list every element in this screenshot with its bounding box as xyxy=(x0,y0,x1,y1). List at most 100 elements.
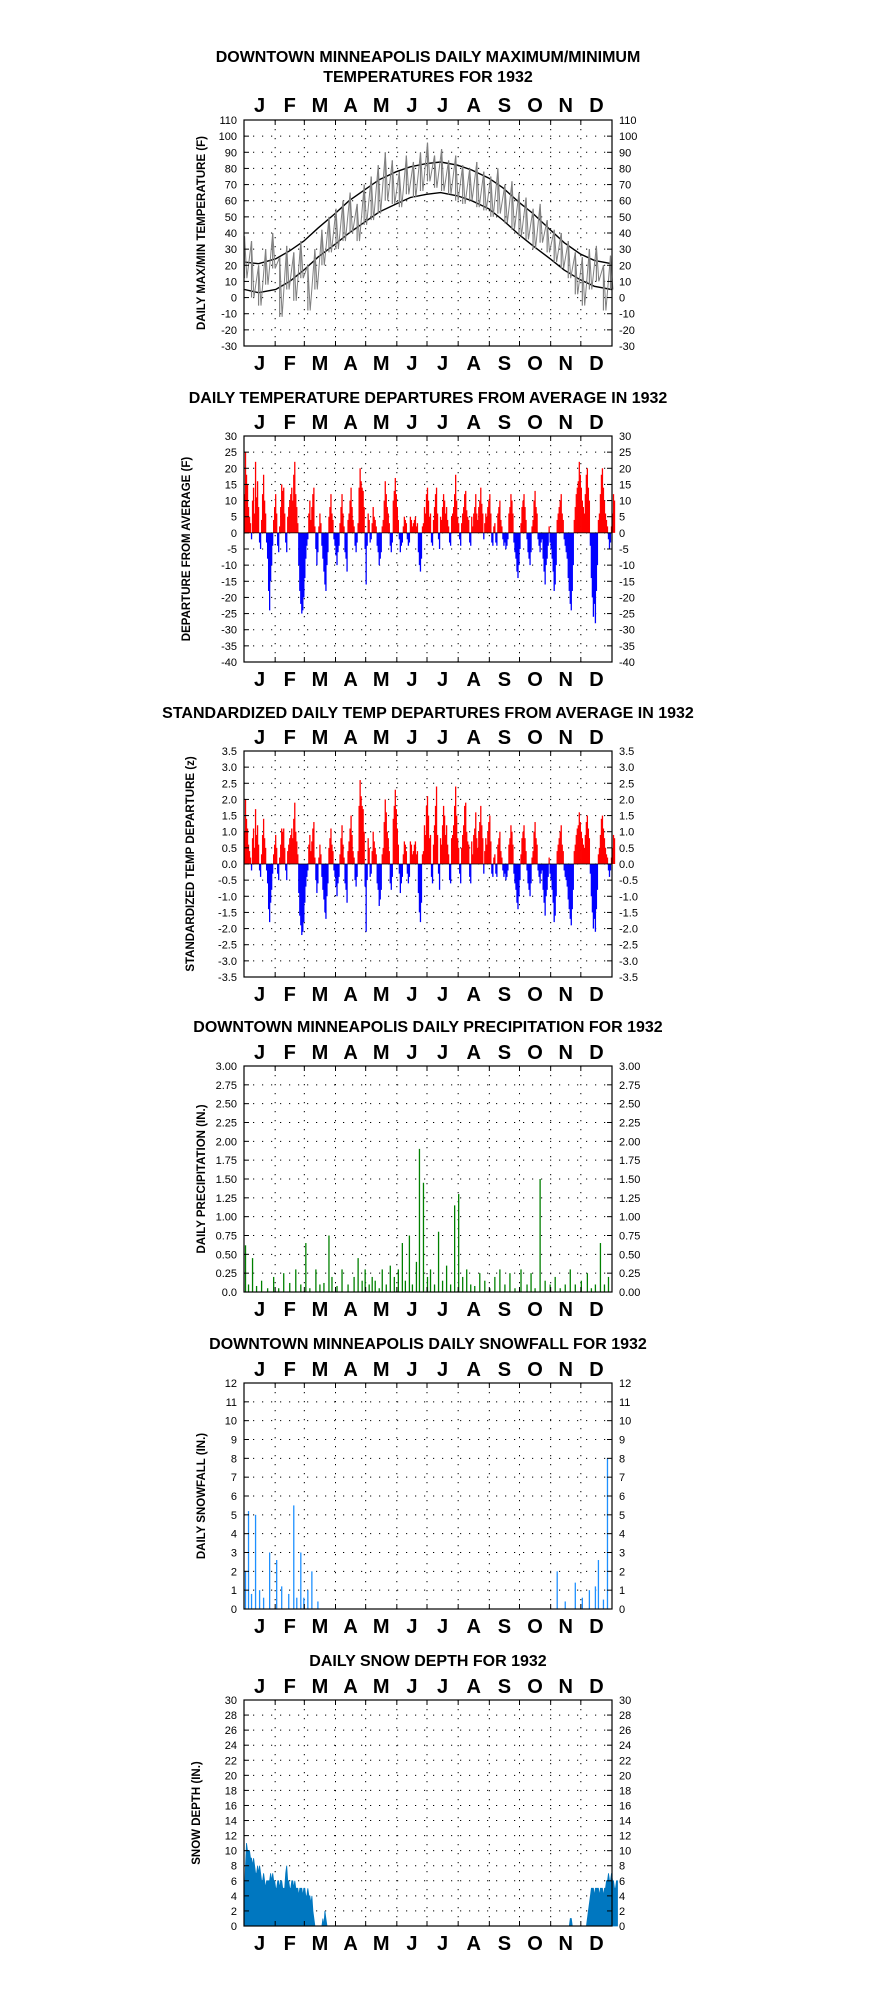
y-tick-label-left: 2.75 xyxy=(216,1080,237,1092)
y-tick-label-right: 90 xyxy=(619,147,631,159)
month-label-bottom: O xyxy=(527,669,543,691)
y-tick-label-left: 10 xyxy=(225,1416,237,1428)
data-marks xyxy=(244,1458,609,1609)
month-label-top: O xyxy=(527,412,543,434)
chart-panel-3: STANDARDIZED DAILY TEMP DEPARTURES FROM … xyxy=(162,705,694,1006)
y-tick-label-left: 11 xyxy=(226,1397,237,1409)
y-tick-label-left: 0.5 xyxy=(222,843,237,855)
y-tick-label-right: 0.00 xyxy=(619,1287,640,1299)
month-label-top: D xyxy=(589,1042,603,1064)
y-tick-label-right: -5 xyxy=(619,544,629,556)
y-tick-label-right: 0.75 xyxy=(619,1231,640,1243)
y-tick-label-right: 0 xyxy=(619,1604,625,1616)
y-tick-label-left: -1.0 xyxy=(218,891,237,903)
y-tick-label-left: 0 xyxy=(231,1604,237,1616)
month-label-bottom: F xyxy=(284,1616,296,1638)
month-label-bottom: N xyxy=(559,1616,573,1638)
y-tick-label-right: 110 xyxy=(619,115,637,127)
y-tick-label-right: 24 xyxy=(619,1740,631,1752)
y-tick-label-left: -2.0 xyxy=(218,924,237,936)
month-label-bottom: M xyxy=(373,353,390,375)
y-tick-label-right: -20 xyxy=(619,325,635,337)
month-label-bottom: D xyxy=(589,984,603,1006)
month-label-bottom: M xyxy=(373,1933,390,1955)
month-label-top: M xyxy=(312,1676,329,1698)
y-tick-label-left: -3.5 xyxy=(218,972,237,984)
y-tick-label-right: 80 xyxy=(619,163,631,175)
month-label-top: O xyxy=(527,1042,543,1064)
y-tick-label-right: 3.00 xyxy=(619,1061,640,1073)
y-tick-label-left: 1.25 xyxy=(216,1193,237,1205)
month-label-top: J xyxy=(254,1676,265,1698)
y-tick-label-left: 14 xyxy=(225,1816,237,1828)
month-label-bottom: J xyxy=(437,1933,448,1955)
month-label-top: A xyxy=(343,727,357,749)
y-tick-label-left: 0.75 xyxy=(216,1231,237,1243)
month-label-top: J xyxy=(437,1676,448,1698)
month-label-bottom: O xyxy=(527,1933,543,1955)
grid-lines xyxy=(244,1383,612,1609)
month-label-bottom: J xyxy=(254,1933,265,1955)
month-label-bottom: M xyxy=(373,669,390,691)
chart-title: DOWNTOWN MINNEAPOLIS DAILY PRECIPITATION… xyxy=(193,1019,662,1036)
y-tick-label-left: -10 xyxy=(221,309,237,321)
y-tick-label-right: 16 xyxy=(619,1800,631,1812)
y-tick-label-right: 10 xyxy=(619,496,631,508)
month-label-bottom: A xyxy=(343,1933,357,1955)
month-label-bottom: J xyxy=(437,984,448,1006)
month-label-top: A xyxy=(467,1359,481,1381)
month-label-top: J xyxy=(437,95,448,117)
y-tick-label-right: 2.00 xyxy=(619,1136,640,1148)
grid-lines xyxy=(244,1066,612,1292)
y-tick-label-right: 30 xyxy=(619,244,631,256)
month-label-bottom: M xyxy=(312,353,329,375)
y-tick-label-right: 11 xyxy=(619,1397,630,1409)
y-tick-label-right: 30 xyxy=(619,431,631,443)
y-tick-label-right: 9 xyxy=(619,1435,625,1447)
month-label-top: F xyxy=(284,1676,296,1698)
month-label-bottom: F xyxy=(284,353,296,375)
month-label-top: M xyxy=(373,1042,390,1064)
y-tick-label-left: 2.0 xyxy=(222,794,237,806)
month-label-top: S xyxy=(498,1042,511,1064)
y-tick-label-right: 8 xyxy=(619,1861,625,1873)
month-label-top: F xyxy=(284,95,296,117)
month-label-bottom: M xyxy=(312,984,329,1006)
y-tick-label-left: -35 xyxy=(221,641,237,653)
month-label-bottom: A xyxy=(467,669,481,691)
month-label-top: J xyxy=(406,412,417,434)
y-tick-label-right: 28 xyxy=(619,1710,631,1722)
month-label-bottom: J xyxy=(254,353,265,375)
y-tick-label-left: -10 xyxy=(221,560,237,572)
month-label-bottom: A xyxy=(343,353,357,375)
y-tick-label-right: -0.5 xyxy=(619,875,638,887)
y-tick-label-left: 26 xyxy=(225,1725,237,1737)
y-tick-label-left: -2.5 xyxy=(218,940,237,952)
y-tick-label-right: 1 xyxy=(619,1585,625,1597)
month-label-top: S xyxy=(498,1676,511,1698)
month-label-top: M xyxy=(312,412,329,434)
y-tick-label-right: 2 xyxy=(619,1566,625,1578)
month-label-top: J xyxy=(437,1042,448,1064)
month-label-top: J xyxy=(406,1676,417,1698)
y-tick-label-right: 7 xyxy=(619,1472,625,1484)
y-tick-label-left: 10 xyxy=(225,496,237,508)
month-label-top: S xyxy=(498,412,511,434)
month-label-bottom: A xyxy=(343,1616,357,1638)
data-marks xyxy=(243,142,614,317)
month-label-bottom: J xyxy=(254,1616,265,1638)
month-label-bottom: J xyxy=(406,353,417,375)
y-tick-label-right: 0 xyxy=(619,293,625,305)
y-tick-label-left: -20 xyxy=(221,592,237,604)
chart-title: TEMPERATURES FOR 1932 xyxy=(323,69,533,86)
month-label-bottom: A xyxy=(467,1933,481,1955)
data-marks xyxy=(244,1843,618,1927)
y-tick-label-left: 28 xyxy=(225,1710,237,1722)
month-label-top: J xyxy=(254,95,265,117)
y-tick-label-right: 1.0 xyxy=(619,827,634,839)
y-tick-label-right: -20 xyxy=(619,592,635,604)
